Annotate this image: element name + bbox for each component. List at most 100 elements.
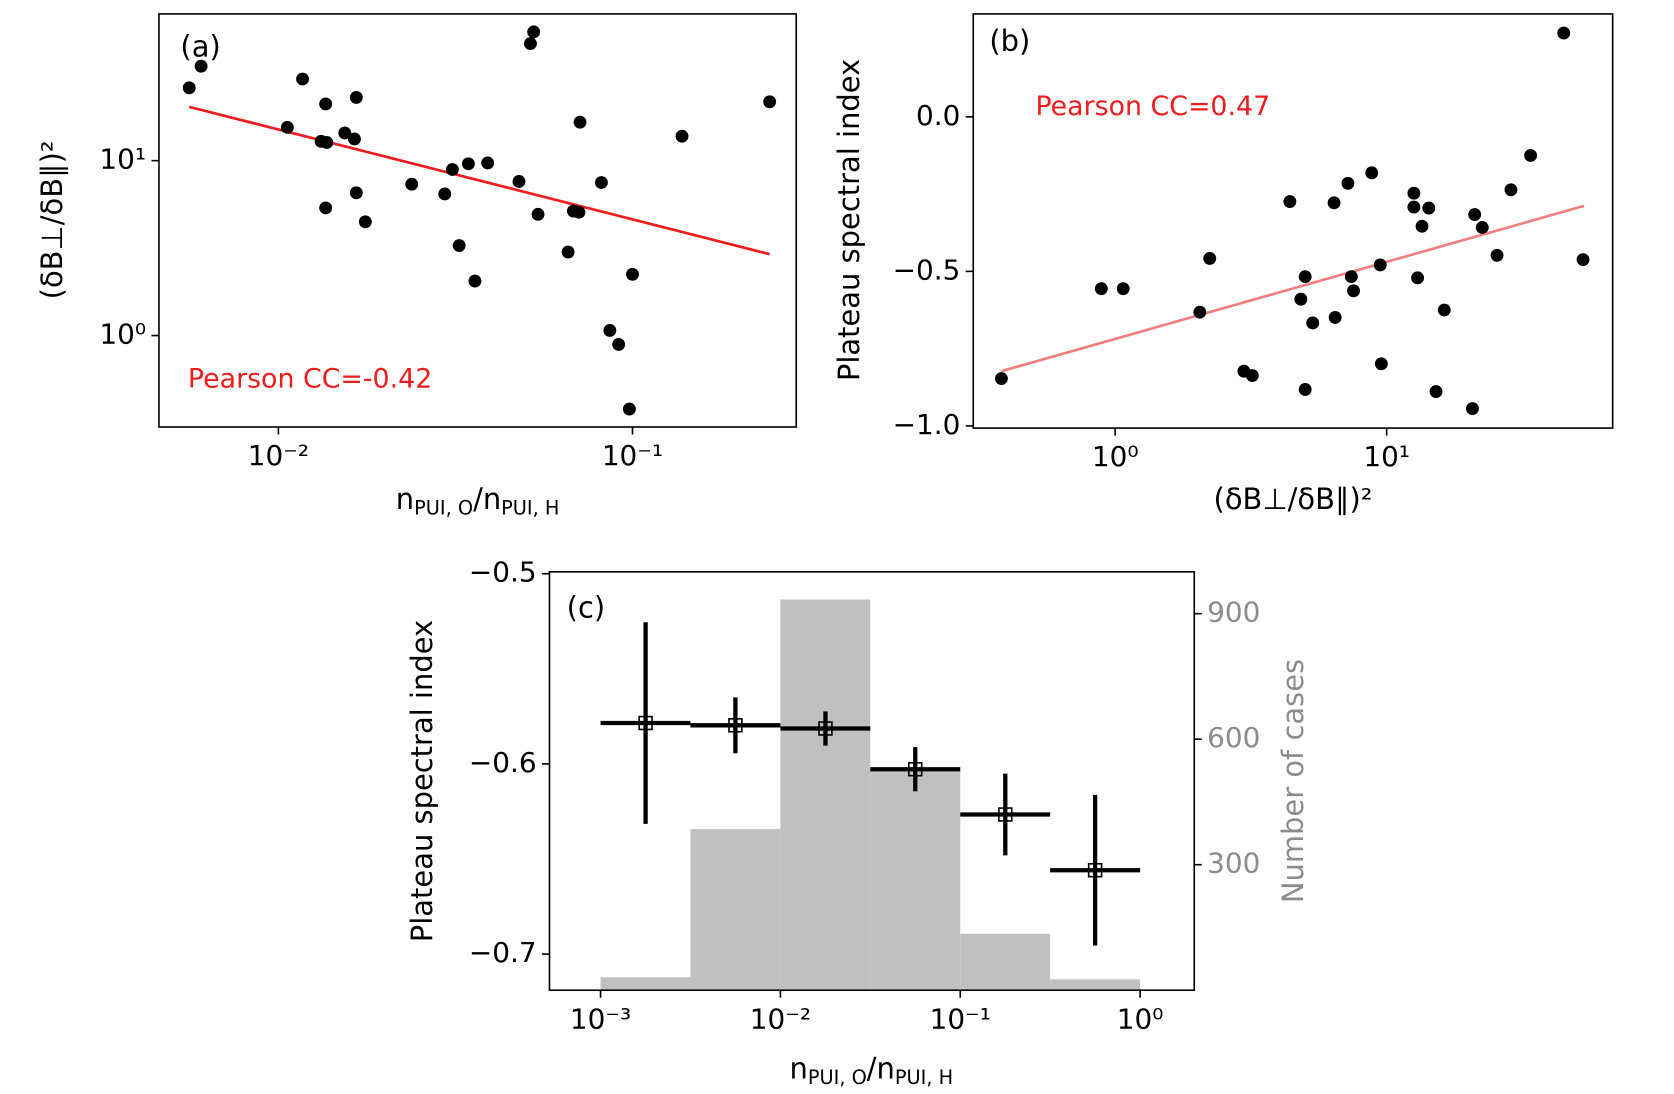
x-axis-label: nPUI, O/nPUI, H: [396, 482, 560, 519]
data-point: [1087, 862, 1103, 878]
data-point: [1365, 166, 1379, 180]
panel-label: (a): [180, 29, 220, 63]
x-tick-label: 10⁻²: [750, 1002, 811, 1035]
data-point: [349, 90, 363, 104]
data-point: [280, 120, 294, 134]
data-point: [1411, 271, 1425, 285]
data-point: [1504, 183, 1518, 197]
histogram-bar: [1050, 979, 1141, 991]
data-point: [1429, 385, 1443, 399]
panel: 10⁻² 10⁻¹ 10⁰ 10¹ (δB⊥/δB∥)² nPUI, O/nPUI, H (…: [35, 13, 798, 519]
data-point: [1415, 219, 1429, 233]
annotation: Pearson CC=-0.42: [188, 363, 432, 394]
data-point: [1203, 251, 1217, 265]
data-point: [1283, 195, 1297, 208]
data-point: [319, 97, 333, 111]
y-axis-label: Plateau spectral index: [832, 59, 866, 381]
data-point: [1373, 258, 1387, 272]
x-tick-label: 10⁻³: [570, 1002, 631, 1035]
x-tick-label: 10⁻¹: [602, 439, 663, 472]
data-point: [194, 59, 208, 73]
data-point: [1468, 208, 1482, 221]
x-tick-label: 10⁰: [1092, 440, 1139, 473]
y-tick-label: −1.0: [893, 408, 961, 441]
data-point: [612, 337, 626, 351]
x-axis-label-part: /n: [867, 1052, 895, 1086]
x-axis-label: (δB⊥/δB∥)²: [1214, 482, 1373, 516]
data-point: [675, 129, 689, 143]
data-point: [1490, 248, 1504, 262]
data-point: [1465, 402, 1479, 416]
data-point: [594, 176, 608, 189]
x-axis-label-subscript: PUI, H: [895, 1066, 953, 1089]
x-axis-label-part: n: [396, 482, 414, 516]
x-tick-label: 10⁻¹: [930, 1002, 991, 1035]
x-axis-label: nPUI, O/nPUI, H: [790, 1052, 954, 1089]
data-point: [1298, 270, 1312, 284]
panel: 10⁰ 10¹ −1.0 −0.5 0.0 Plateau spectral index (…: [832, 13, 1614, 516]
y-tick-label: 10⁰: [99, 318, 146, 351]
data-point: [461, 157, 475, 171]
x-axis-label-subscript: PUI, O: [414, 496, 473, 519]
y-tick-label: −0.6: [469, 746, 537, 779]
data-point: [908, 761, 923, 777]
data-point: [728, 718, 743, 733]
data-point: [296, 72, 309, 86]
data-point: [1298, 382, 1312, 396]
data-point: [1347, 284, 1360, 298]
x-tick-label: 10⁰: [1117, 1002, 1164, 1035]
plot-frame: [972, 13, 1614, 429]
panel-label: (c): [567, 590, 606, 624]
data-point: [1341, 176, 1355, 190]
fit-line: [1001, 204, 1585, 373]
data-point: [1407, 186, 1421, 200]
y2-axis-label: Number of cases: [1276, 659, 1310, 903]
fit-line: [188, 105, 771, 256]
y-tick-label: −0.5: [893, 253, 961, 286]
data-point: [348, 132, 361, 146]
data-point: [405, 177, 419, 191]
x-axis-label-part: (δB⊥/δB∥)²: [1214, 482, 1373, 516]
data-point: [1437, 303, 1451, 317]
data-point: [603, 323, 617, 337]
panel-label: (b): [989, 24, 1030, 58]
histogram-bar: [870, 768, 961, 991]
data-point: [512, 175, 526, 188]
data-point: [320, 136, 334, 149]
data-point: [452, 239, 466, 252]
y-tick-label: −0.7: [469, 936, 537, 969]
data-point: [561, 245, 575, 259]
data-point: [1245, 369, 1259, 382]
histogram-bar: [960, 933, 1051, 991]
data-point: [1328, 310, 1342, 324]
plot-frame: [158, 13, 798, 428]
y2-tick-label: 300: [1207, 847, 1260, 880]
data-point: [626, 267, 639, 281]
x-tick-label: 10⁻²: [248, 439, 309, 472]
data-point: [994, 372, 1008, 386]
data-point: [572, 205, 586, 219]
data-point: [1306, 316, 1320, 330]
y-tick-label: 0.0: [916, 99, 960, 132]
histogram-bar: [690, 829, 781, 991]
data-point: [1327, 196, 1341, 210]
data-point: [622, 402, 636, 416]
data-point: [1576, 253, 1590, 267]
x-axis-label-subscript: PUI, H: [501, 496, 559, 519]
data-point: [1557, 26, 1571, 40]
histogram-bar: [780, 599, 871, 991]
data-point: [1407, 200, 1421, 214]
data-point: [638, 715, 653, 731]
data-point: [1475, 221, 1489, 234]
data-point: [445, 163, 459, 176]
data-point: [438, 187, 452, 201]
x-axis-label-part: /n: [473, 482, 501, 516]
data-point: [1374, 357, 1388, 371]
data-point: [1116, 282, 1130, 296]
data-point: [1094, 282, 1108, 296]
y-tick-label: 10¹: [99, 143, 146, 176]
data-point: [182, 81, 196, 95]
data-point: [468, 274, 482, 288]
data-point: [1344, 270, 1358, 284]
